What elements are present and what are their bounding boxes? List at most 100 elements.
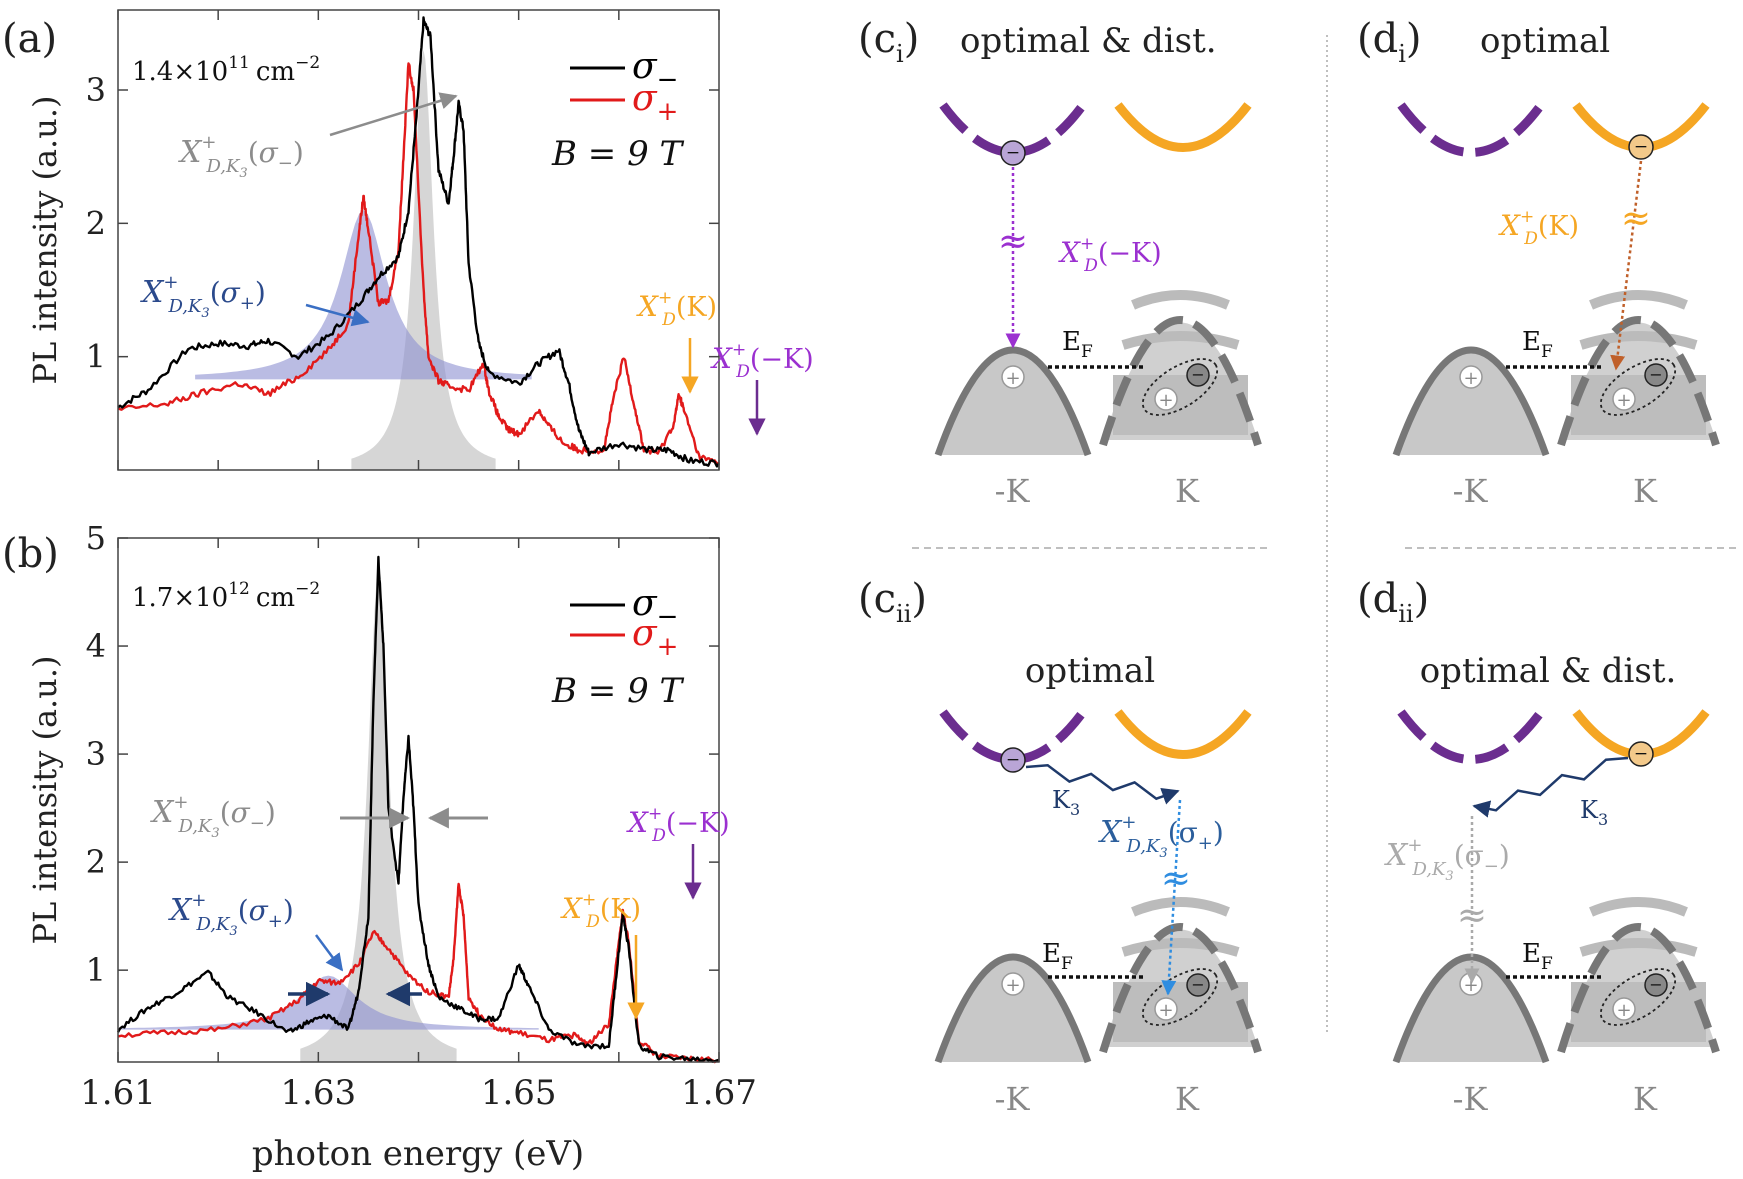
hole-icon (1154, 997, 1178, 1021)
series-line-sigma-minus (117, 16, 720, 468)
hole-icon (1001, 365, 1025, 389)
electron-minus: − (1649, 975, 1662, 994)
dii-ef-label: EF (1522, 939, 1553, 974)
plot-b-lines (116, 555, 720, 1064)
valence-band-k (1557, 923, 1720, 1054)
conduction-band-minus-k (1397, 709, 1545, 764)
ann-b-xd-mk: X+ D(−K) (626, 804, 730, 846)
ann-a-xd-k3-plus: X+ D,K3(σ+) (140, 272, 266, 321)
band-diagram-di: + −+−≈ (1392, 102, 1720, 457)
y-tick-label: 3 (86, 71, 106, 109)
y-tick-label: 3 (86, 735, 106, 773)
panel-di: (di) optimal + −+−≈ X+ D(K) EF -K K (1357, 16, 1720, 510)
excited-electron-minus: − (1006, 750, 1020, 770)
valence-band-minus-k (1392, 346, 1550, 457)
hole-plus: + (1616, 390, 1631, 411)
panel-ci-title: optimal & dist. (960, 21, 1217, 61)
hole-plus: + (1158, 390, 1173, 411)
approx-icon: ≈ (1621, 198, 1651, 239)
trion-ellipse (1599, 968, 1677, 1026)
electron-icon (1644, 973, 1668, 997)
dii-right-valley: K (1633, 1080, 1658, 1118)
plot-b-ticks: 1 2 3 4 5 1.61 1.63 1.65 1.67 (80, 519, 757, 1113)
x-tick-label: 1.61 (80, 1073, 156, 1113)
excited-electron-icon (1628, 134, 1654, 160)
subband-2 (1579, 938, 1698, 957)
hole-icon (1459, 365, 1483, 389)
valence-band-minus-k (934, 953, 1092, 1064)
plot-a-fills (195, 50, 532, 470)
di-transition-label: X+ D(K) (1498, 207, 1579, 249)
y-tick-label: 1 (86, 951, 106, 989)
ann-a-xd-mk: X+ D(−K) (710, 340, 814, 382)
conduction-band-k (1114, 102, 1252, 152)
plot-b-field: B = 9 T (551, 671, 685, 711)
ci-ef-label: EF (1062, 327, 1093, 362)
fit-fill-blue (118, 975, 539, 1030)
transition-arrow (1610, 160, 1643, 371)
phonon-scatter-arrow (1472, 756, 1629, 818)
panel-a-label: (a) (2, 16, 57, 62)
y-tick-label: 2 (86, 843, 106, 881)
band-diagram-dii: + −+−≈ (1392, 709, 1720, 1064)
electron-minus: − (1191, 365, 1204, 384)
plot-a-lines (117, 16, 720, 468)
series-line-sigma-minus (116, 555, 720, 1063)
legend-b-sigma-minus: σ− (632, 583, 678, 632)
hole-plus: + (1616, 1000, 1631, 1021)
cii-k3-label: K3 (1052, 786, 1080, 819)
excited-electron-minus: − (1006, 143, 1020, 163)
dii-k3-label: K3 (1580, 796, 1608, 829)
electron-minus: − (1649, 365, 1662, 384)
electron-icon (1186, 973, 1210, 997)
phonon-scatter-arrow (1025, 764, 1180, 805)
y-tick-label: 4 (86, 627, 106, 665)
conduction-band-minus-k (939, 102, 1087, 157)
hole-icon (1612, 387, 1636, 411)
band-diagram-ci: + −+−≈ (934, 102, 1262, 457)
panel-dii-label: (dii) (1357, 576, 1429, 628)
excited-electron-icon (1000, 747, 1026, 773)
trion-ellipse (1141, 358, 1219, 416)
excited-electron-icon (1628, 741, 1654, 767)
excited-electron-icon (1000, 140, 1026, 166)
panel-ci-label: (ci) (858, 16, 919, 68)
cii-left-valley: -K (995, 1080, 1031, 1118)
dii-left-valley: -K (1453, 1080, 1489, 1118)
approx-icon: ≈ (1161, 858, 1191, 899)
panel-b: (b) 1 2 3 4 5 1.61 1.63 1.65 1.67 1.7×1012 cm−2 σ… (2, 519, 757, 1174)
transition-arrow (1161, 799, 1182, 996)
x-tick-label: 1.65 (481, 1073, 557, 1113)
panel-a: (a) 1 2 3 1.4×1011 cm−2 σ− σ+ B = 9 T X+ D,K… (2, 9, 814, 471)
hole-plus: + (1005, 975, 1020, 996)
valence-band-minus-k (934, 346, 1092, 457)
x-tick-label: 1.67 (681, 1073, 757, 1113)
series-line-sigma-plus (117, 62, 720, 465)
plot-a-density: 1.4×1011 cm−2 (132, 53, 320, 87)
y-tick-label: 1 (86, 338, 106, 376)
trion-ellipse (1599, 358, 1677, 416)
plot-a-field: B = 9 T (551, 134, 685, 174)
hole-plus: + (1463, 368, 1478, 389)
valence-band-k (1099, 923, 1262, 1054)
legend-a-sigma-plus: σ+ (632, 78, 678, 127)
ann-b-xd-k3-minus: X+ D,K3(σ−) (150, 792, 276, 841)
subband-2 (1121, 331, 1240, 350)
series-line-sigma-plus (117, 882, 720, 1064)
ann-a-arrow-gray (329, 92, 458, 137)
fermi-sea (1571, 982, 1706, 1042)
ann-a-xd-k: X+ D(K) (636, 288, 717, 330)
fermi-sea (1113, 982, 1248, 1042)
panel-dii: (dii) optimal & dist. + −+−≈ K3 X+ D,K3(σ−… (1357, 576, 1720, 1118)
hole-plus: + (1158, 1000, 1173, 1021)
conduction-band-k (1114, 709, 1252, 759)
subband-1 (1589, 290, 1688, 310)
cii-ef-label: EF (1042, 939, 1073, 974)
di-right-valley: K (1633, 472, 1658, 510)
dii-transition-label: X+ D,K3(σ−) (1384, 835, 1510, 884)
ann-b-xd-k3-plus: X+ D,K3(σ+) (168, 890, 294, 939)
subband-1 (1131, 897, 1230, 917)
y-tick-label: 2 (86, 204, 106, 242)
y-tick-label: 5 (86, 519, 106, 557)
